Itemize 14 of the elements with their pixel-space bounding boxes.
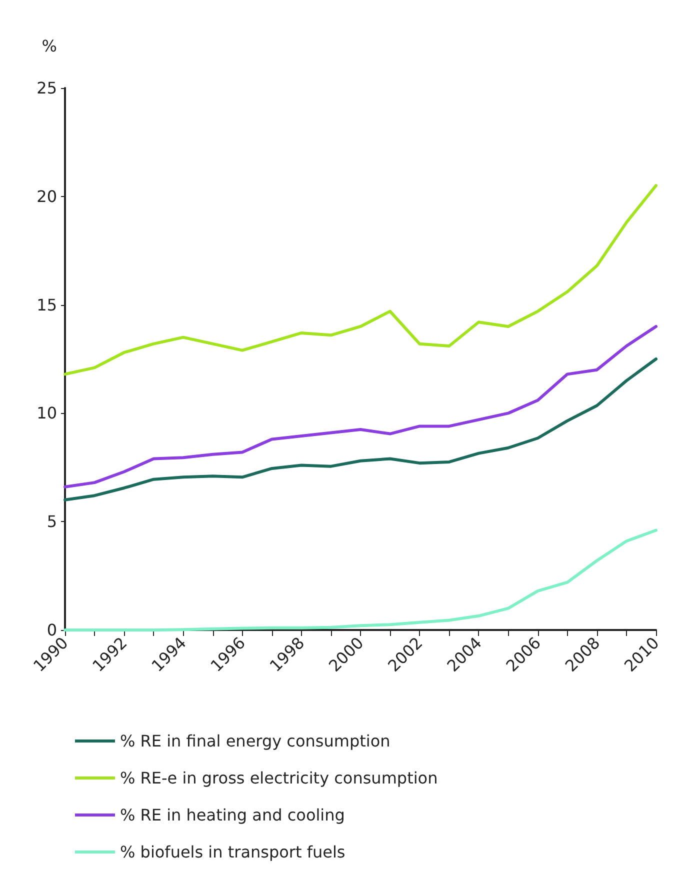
legend-label: % RE-e in gross electricity consumption <box>120 768 438 788</box>
legend-label: % RE in final energy consumption <box>120 732 390 750</box>
y-tick-label: 25 <box>36 78 57 98</box>
legend-label: % RE in heating and cooling <box>120 806 345 824</box>
y-tick-label: 0 <box>46 620 57 640</box>
y-tick-label: 5 <box>46 512 57 532</box>
line-series <box>64 358 658 502</box>
legend-label: % biofuels in transport fuels <box>120 842 346 862</box>
y-tick-label: 15 <box>36 295 57 314</box>
y-tick-label: 20 <box>36 186 57 206</box>
line-series <box>64 184 658 376</box>
y-tick-label: 10 <box>36 404 57 423</box>
line-series <box>64 324 658 488</box>
y-axis-title: % <box>42 36 57 56</box>
